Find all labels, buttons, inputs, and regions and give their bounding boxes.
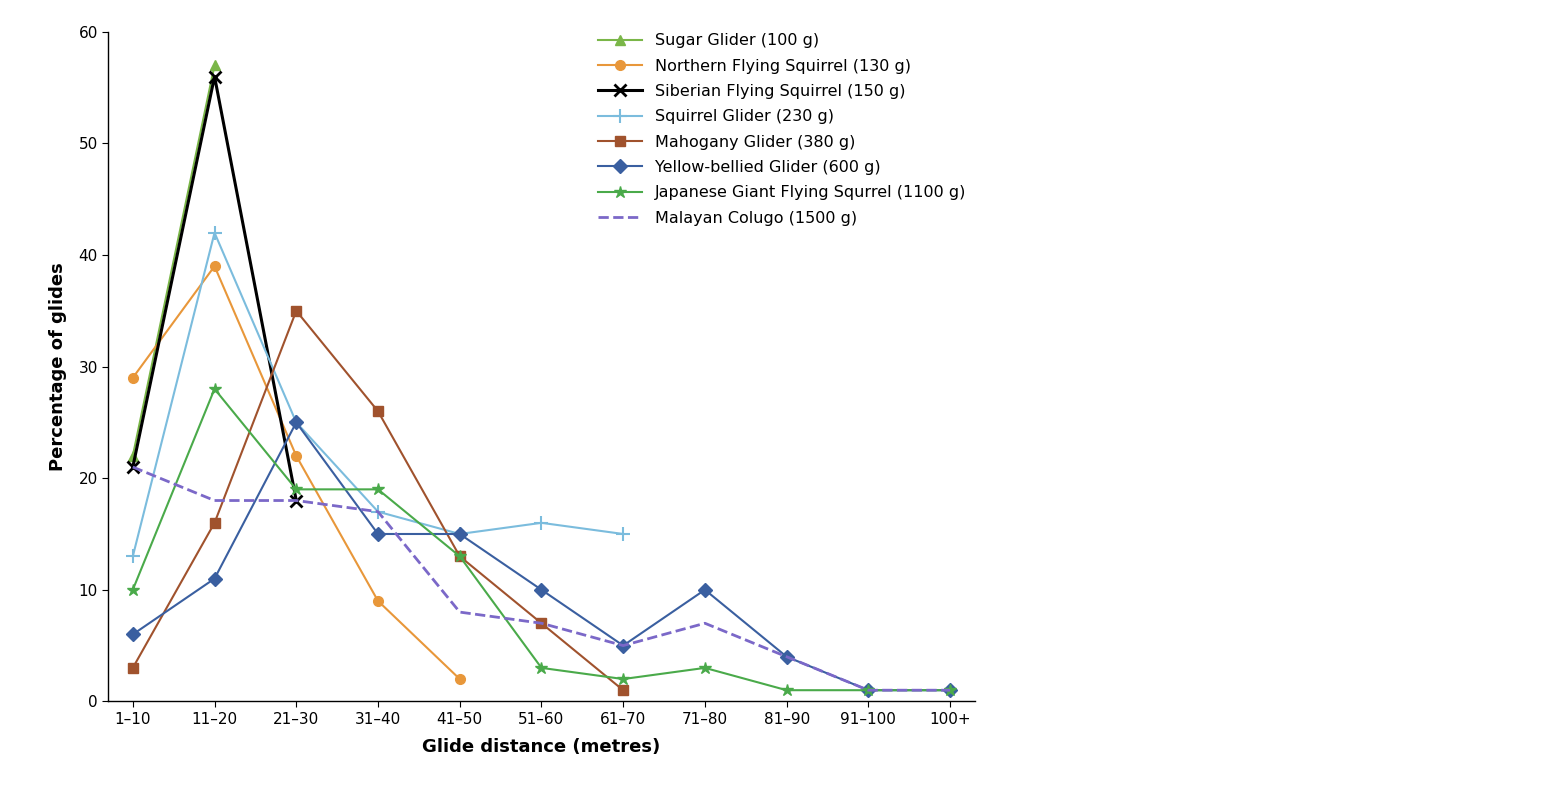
Japanese Giant Flying Squrrel (1100 g)	[450, 552, 469, 561]
Malayan Colugo (1500 g)	[532, 618, 551, 628]
Japanese Giant Flying Squrrel (1100 g)	[206, 384, 224, 394]
Legend: Sugar Glider (100 g), Northern Flying Squirrel (130 g), Siberian Flying Squirrel: Sugar Glider (100 g), Northern Flying Sq…	[597, 33, 967, 226]
Yellow-bellied Glider (600 g)	[696, 585, 715, 595]
Yellow-bellied Glider (600 g)	[532, 585, 551, 595]
Line: Malayan Colugo (1500 g): Malayan Colugo (1500 g)	[133, 467, 950, 690]
Northern Flying Squirrel (130 g)	[206, 261, 224, 271]
Siberian Flying Squirrel (150 g)	[288, 496, 306, 505]
Malayan Colugo (1500 g)	[450, 607, 469, 617]
Mahogany Glider (380 g)	[614, 685, 633, 695]
Japanese Giant Flying Squrrel (1100 g)	[859, 685, 877, 695]
Yellow-bellied Glider (600 g)	[288, 418, 306, 427]
Squirrel Glider (230 g)	[206, 228, 224, 238]
Squirrel Glider (230 g)	[368, 507, 387, 516]
Malayan Colugo (1500 g)	[288, 496, 306, 505]
Japanese Giant Flying Squrrel (1100 g)	[368, 485, 387, 494]
Malayan Colugo (1500 g)	[696, 618, 715, 628]
Malayan Colugo (1500 g)	[206, 496, 224, 505]
Line: Yellow-bellied Glider (600 g): Yellow-bellied Glider (600 g)	[128, 418, 954, 695]
Mahogany Glider (380 g)	[450, 552, 469, 561]
Malayan Colugo (1500 g)	[124, 462, 142, 472]
Malayan Colugo (1500 g)	[368, 507, 387, 516]
Squirrel Glider (230 g)	[288, 418, 306, 427]
Squirrel Glider (230 g)	[614, 529, 633, 539]
Mahogany Glider (380 g)	[206, 518, 224, 528]
Japanese Giant Flying Squrrel (1100 g)	[124, 585, 142, 595]
Japanese Giant Flying Squrrel (1100 g)	[532, 663, 551, 673]
Yellow-bellied Glider (600 g)	[206, 574, 224, 583]
Line: Sugar Glider (100 g): Sugar Glider (100 g)	[128, 61, 220, 461]
Mahogany Glider (380 g)	[532, 618, 551, 628]
Mahogany Glider (380 g)	[124, 663, 142, 673]
Yellow-bellied Glider (600 g)	[450, 529, 469, 539]
Malayan Colugo (1500 g)	[941, 685, 959, 695]
Japanese Giant Flying Squrrel (1100 g)	[614, 674, 633, 684]
Northern Flying Squirrel (130 g)	[288, 451, 306, 461]
Northern Flying Squirrel (130 g)	[450, 674, 469, 684]
X-axis label: Glide distance (metres): Glide distance (metres)	[422, 738, 661, 756]
Line: Japanese Giant Flying Squrrel (1100 g): Japanese Giant Flying Squrrel (1100 g)	[127, 383, 956, 697]
Japanese Giant Flying Squrrel (1100 g)	[941, 685, 959, 695]
Y-axis label: Percentage of glides: Percentage of glides	[50, 262, 68, 471]
Yellow-bellied Glider (600 g)	[859, 685, 877, 695]
Sugar Glider (100 g)	[124, 451, 142, 461]
Japanese Giant Flying Squrrel (1100 g)	[288, 485, 306, 494]
Line: Siberian Flying Squirrel (150 g): Siberian Flying Squirrel (150 g)	[127, 70, 303, 507]
Line: Squirrel Glider (230 g): Squirrel Glider (230 g)	[125, 226, 630, 563]
Japanese Giant Flying Squrrel (1100 g)	[696, 663, 715, 673]
Yellow-bellied Glider (600 g)	[614, 641, 633, 650]
Yellow-bellied Glider (600 g)	[941, 685, 959, 695]
Malayan Colugo (1500 g)	[614, 641, 633, 650]
Line: Northern Flying Squirrel (130 g): Northern Flying Squirrel (130 g)	[128, 261, 464, 684]
Yellow-bellied Glider (600 g)	[124, 630, 142, 639]
Sugar Glider (100 g)	[206, 61, 224, 70]
Northern Flying Squirrel (130 g)	[368, 596, 387, 606]
Squirrel Glider (230 g)	[532, 518, 551, 528]
Malayan Colugo (1500 g)	[859, 685, 877, 695]
Mahogany Glider (380 g)	[288, 306, 306, 316]
Malayan Colugo (1500 g)	[777, 652, 795, 662]
Siberian Flying Squirrel (150 g)	[206, 72, 224, 81]
Yellow-bellied Glider (600 g)	[777, 652, 795, 662]
Squirrel Glider (230 g)	[124, 552, 142, 561]
Northern Flying Squirrel (130 g)	[124, 373, 142, 383]
Yellow-bellied Glider (600 g)	[368, 529, 387, 539]
Squirrel Glider (230 g)	[450, 529, 469, 539]
Line: Mahogany Glider (380 g): Mahogany Glider (380 g)	[128, 306, 628, 695]
Japanese Giant Flying Squrrel (1100 g)	[777, 685, 795, 695]
Siberian Flying Squirrel (150 g)	[124, 462, 142, 472]
Mahogany Glider (380 g)	[368, 406, 387, 416]
